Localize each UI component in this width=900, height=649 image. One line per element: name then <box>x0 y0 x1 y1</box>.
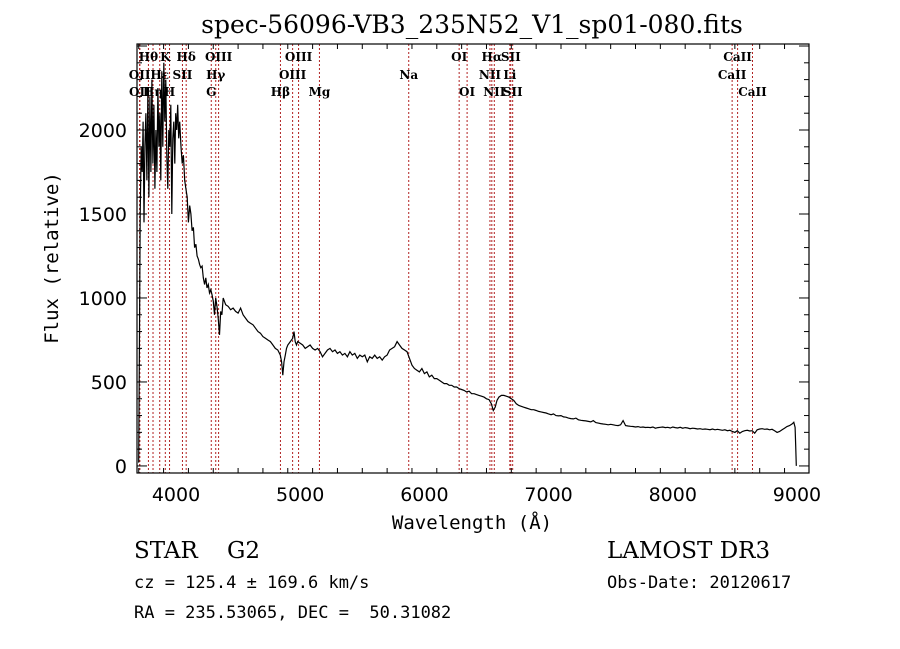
x-tick-label: 4000 <box>152 484 200 506</box>
plot-frame <box>136 43 810 474</box>
line-marker-label: Hη <box>143 85 163 99</box>
line-marker-label: OI <box>459 85 475 99</box>
line-marker-label: K <box>160 50 171 64</box>
obs-date: Obs-Date: 20120617 <box>607 573 792 593</box>
line-marker-label: Na <box>399 68 418 82</box>
line-marker-label: Hα <box>482 50 503 64</box>
series-layer <box>138 62 797 466</box>
y-tick-label: 2000 <box>79 120 127 142</box>
line-marker-label: CaII <box>723 50 752 64</box>
line-marker-label: OII <box>129 68 151 82</box>
line-marker-label: OIII <box>205 50 233 64</box>
y-tick-label: 500 <box>91 372 127 394</box>
coordinates-info: RA = 235.53065, DEC = 50.31082 <box>134 603 452 623</box>
x-axis: 4000 5000 6000 7000 8000 9000 <box>138 44 821 506</box>
line-marker-label: Li <box>503 68 516 82</box>
line-marker-label: NII <box>483 85 506 99</box>
line-marker-label: OIII <box>285 50 313 64</box>
line-marker-label: OI <box>451 50 467 64</box>
object-class: STAR <box>134 538 198 564</box>
line-marker-label: Hγ <box>206 68 225 82</box>
y-tick-label: 1500 <box>79 204 127 226</box>
line-marker-label: SII <box>173 68 193 82</box>
x-tick-label: 7000 <box>524 484 572 506</box>
object-subclass: G2 <box>227 538 261 564</box>
line-marker-label: NII <box>479 68 502 82</box>
x-tick-label: 6000 <box>400 484 448 506</box>
x-axis-label: Wavelength (Å) <box>392 511 552 534</box>
line-marker-label: OII <box>129 85 151 99</box>
series-flux <box>138 62 797 466</box>
x-tick-label: 9000 <box>773 484 821 506</box>
line-markers <box>139 44 753 473</box>
object-type: STAR G2 <box>134 538 260 564</box>
line-marker-label: Mg <box>309 85 331 99</box>
line-marker-label: H <box>164 85 175 99</box>
y-axis: 0 500 1000 1500 2000 <box>79 45 809 478</box>
chart-title: spec-56096-VB3_235N52_V1_sp01-080.fits <box>201 10 743 39</box>
line-marker-label: CaII <box>738 85 767 99</box>
line-marker-label: CaII <box>718 68 747 82</box>
x-tick-label: 5000 <box>276 484 324 506</box>
line-marker-labels: OIIOIIHθHηHεKHSIIHδGHγOIIIHβOIIIOIIIMgNa… <box>129 50 767 99</box>
line-marker-label: G <box>206 85 216 99</box>
y-tick-label: 1000 <box>79 288 127 310</box>
line-marker-label: SII <box>501 50 521 64</box>
line-marker-label: SII <box>503 85 523 99</box>
line-marker-label: OIII <box>279 68 307 82</box>
line-marker-label: Hβ <box>271 85 290 99</box>
redshift-info: cz = 125.4 ± 169.6 km/s <box>134 573 370 593</box>
y-axis-label: Flux (relative) <box>41 172 63 344</box>
line-marker-label: Hδ <box>177 50 196 64</box>
y-tick-label: 0 <box>115 456 127 478</box>
line-marker-label: Hθ <box>139 50 158 64</box>
survey-label: LAMOST DR3 <box>607 538 771 564</box>
x-tick-label: 8000 <box>649 484 697 506</box>
